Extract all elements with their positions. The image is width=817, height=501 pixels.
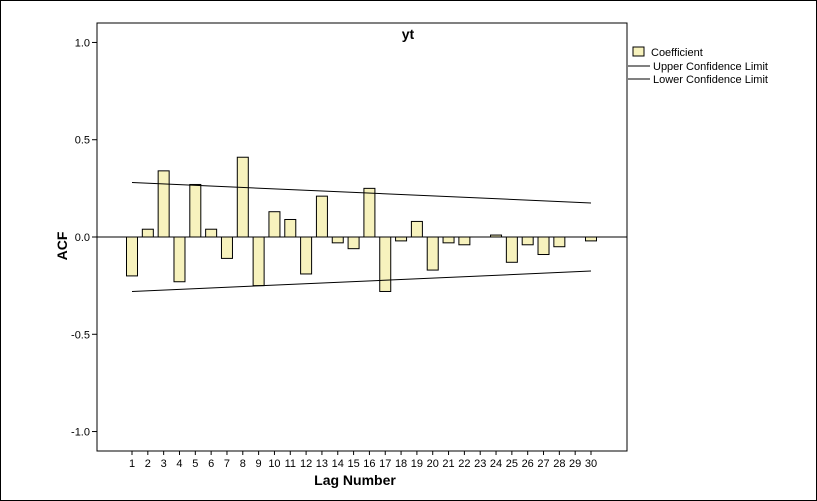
acf-bar: [284, 218, 297, 238]
acf-bar: [553, 236, 566, 248]
x-tick-label: 19: [411, 458, 423, 470]
y-tick-label: 1.0: [75, 37, 90, 49]
upper-confidence-line: [131, 182, 592, 204]
legend-label-upper: Upper Confidence Limit: [653, 61, 768, 73]
legend-swatch-coefficient: [632, 46, 645, 57]
x-tick-label: 26: [522, 458, 534, 470]
x-tick-label: 1: [129, 458, 135, 470]
acf-bar: [236, 156, 249, 238]
acf-bar: [379, 236, 392, 292]
acf-bar: [363, 187, 376, 238]
x-tick-label: 5: [192, 458, 198, 470]
acf-bar: [268, 211, 281, 238]
acf-bar: [331, 236, 344, 244]
acf-bar: [521, 236, 534, 246]
x-tick-label: 23: [474, 458, 486, 470]
x-tick-label: 21: [442, 458, 454, 470]
acf-bar: [347, 236, 360, 250]
bars-group: [126, 156, 597, 292]
acf-bar: [537, 236, 550, 256]
legend-label-coefficient: Coefficient: [651, 47, 703, 59]
acf-bar: [157, 170, 170, 238]
x-tick-label: 2: [145, 458, 151, 470]
x-axis-title: Lag Number: [314, 472, 396, 488]
acf-bar: [189, 183, 202, 238]
acf-bar: [141, 228, 154, 238]
acf-bar: [490, 234, 503, 238]
acf-bar: [410, 220, 423, 238]
acf-bar: [205, 228, 218, 238]
chart-title: yt: [402, 26, 415, 42]
legend-label-lower: Lower Confidence Limit: [653, 74, 768, 86]
acf-bar: [395, 236, 408, 242]
x-tick-label: 16: [363, 458, 375, 470]
acf-bar: [300, 236, 313, 275]
y-tick-label: 0.0: [75, 232, 90, 244]
x-tick-label: 10: [268, 458, 280, 470]
x-axis: 1 2 3 4 5 6 7 8 9 10 11 12 13 14 15 16 17 18 19 20 21 22 23 24 2…: [129, 451, 597, 470]
x-tick-label: 11: [285, 458, 296, 470]
acf-bar: [126, 236, 138, 277]
x-tick-label: 20: [427, 458, 439, 470]
x-tick-label: 9: [256, 458, 262, 470]
lower-confidence-line: [131, 270, 592, 292]
x-tick-label: 24: [490, 458, 502, 470]
x-tick-label: 15: [347, 458, 359, 470]
acf-bar: [315, 195, 328, 238]
x-tick-label: 29: [569, 458, 581, 470]
x-tick-label: 7: [224, 458, 230, 470]
x-tick-label: 8: [240, 458, 246, 470]
x-tick-label: 27: [537, 458, 549, 470]
x-tick-label: 14: [332, 458, 344, 470]
acf-bar: [252, 236, 265, 287]
x-tick-label: 22: [458, 458, 470, 470]
x-tick-label: 4: [176, 458, 182, 470]
y-tick-label: -1.0: [71, 427, 90, 439]
x-tick-label: 12: [300, 458, 312, 470]
x-tick-label: 3: [161, 458, 167, 470]
x-tick-label: 18: [395, 458, 407, 470]
acf-bar: [505, 236, 518, 263]
x-tick-label: 17: [379, 458, 391, 470]
y-tick-label: -0.5: [71, 329, 90, 341]
acf-bar: [426, 236, 439, 271]
acf-bar: [458, 236, 471, 246]
x-tick-label: 6: [208, 458, 214, 470]
y-axis-title: ACF: [54, 231, 70, 260]
x-tick-label: 30: [585, 458, 597, 470]
acf-bar: [442, 236, 455, 244]
x-tick-label: 13: [316, 458, 328, 470]
x-tick-label: 25: [506, 458, 518, 470]
legend: Coefficient Upper Confidence Limit Lower…: [628, 46, 768, 86]
y-axis: 1.0 0.5 0.0 -0.5 -1.0: [71, 37, 97, 439]
acf-bar: [173, 236, 186, 283]
acf-bar: [585, 236, 597, 242]
acf-bar: [220, 236, 233, 259]
y-tick-label: 0.5: [75, 135, 90, 147]
x-tick-label: 28: [553, 458, 565, 470]
